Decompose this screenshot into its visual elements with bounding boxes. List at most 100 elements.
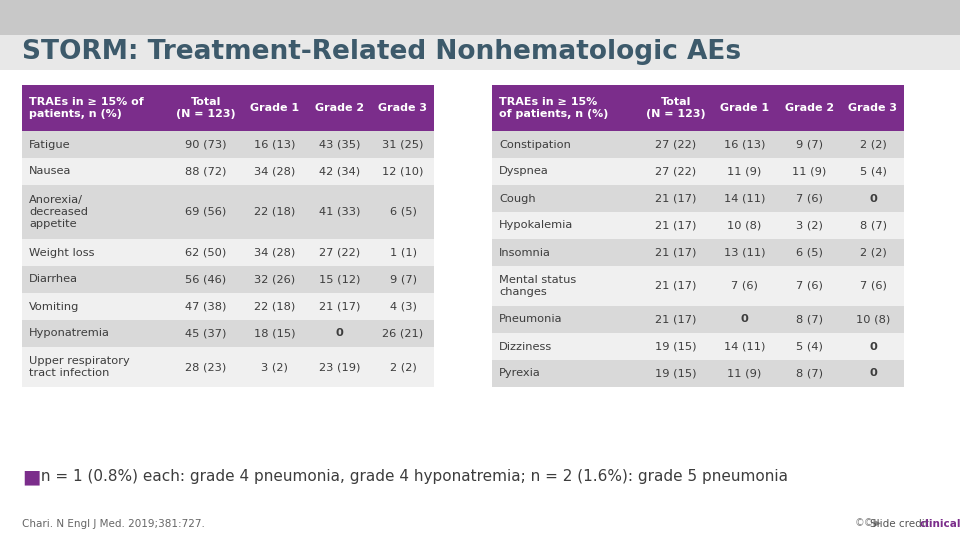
- Text: 45 (37): 45 (37): [185, 328, 227, 339]
- Text: Slide credit:: Slide credit:: [870, 519, 936, 529]
- Text: STORM: Treatment-Related Nonhematologic AEs: STORM: Treatment-Related Nonhematologic …: [22, 39, 741, 65]
- Text: Weight loss: Weight loss: [29, 247, 94, 258]
- Text: 43 (35): 43 (35): [319, 139, 360, 150]
- Text: 8 (7): 8 (7): [859, 220, 886, 231]
- Text: 7 (6): 7 (6): [732, 281, 758, 291]
- Text: 3 (2): 3 (2): [796, 220, 823, 231]
- Text: 21 (17): 21 (17): [656, 220, 697, 231]
- Bar: [492, 266, 904, 306]
- Text: 9 (7): 9 (7): [390, 274, 417, 285]
- Text: 32 (26): 32 (26): [254, 274, 295, 285]
- Text: 27 (22): 27 (22): [656, 166, 697, 177]
- Text: 10 (8): 10 (8): [728, 220, 761, 231]
- Text: Pneumonia: Pneumonia: [499, 314, 563, 325]
- Text: 41 (33): 41 (33): [319, 207, 360, 217]
- Text: Anorexia/
decreased
appetite: Anorexia/ decreased appetite: [29, 195, 88, 228]
- Text: Total
(N = 123): Total (N = 123): [646, 97, 706, 119]
- Text: Cough: Cough: [499, 193, 536, 204]
- Text: 22 (18): 22 (18): [253, 207, 295, 217]
- Bar: [492, 185, 904, 212]
- Text: 34 (28): 34 (28): [253, 166, 295, 177]
- Text: Grade 3: Grade 3: [849, 103, 898, 113]
- Bar: [22, 320, 434, 347]
- Text: ©©▶: ©©▶: [855, 519, 882, 529]
- Text: 34 (28): 34 (28): [253, 247, 295, 258]
- Text: 14 (11): 14 (11): [724, 193, 765, 204]
- Text: 16 (13): 16 (13): [724, 139, 765, 150]
- Bar: [22, 293, 434, 320]
- Text: 13 (11): 13 (11): [724, 247, 765, 258]
- Text: 7 (6): 7 (6): [796, 193, 823, 204]
- Text: 19 (15): 19 (15): [656, 341, 697, 352]
- Bar: [492, 360, 904, 387]
- Text: Dizziness: Dizziness: [499, 341, 552, 352]
- Text: Insomnia: Insomnia: [499, 247, 551, 258]
- Text: Nausea: Nausea: [29, 166, 71, 177]
- Bar: [492, 212, 904, 239]
- Text: Diarrhea: Diarrhea: [29, 274, 78, 285]
- Bar: [22, 185, 434, 239]
- Text: 0: 0: [869, 341, 876, 352]
- Text: 21 (17): 21 (17): [656, 193, 697, 204]
- Bar: [22, 85, 434, 131]
- Text: 5 (4): 5 (4): [796, 341, 823, 352]
- Text: 21 (17): 21 (17): [656, 281, 697, 291]
- Text: 31 (25): 31 (25): [382, 139, 423, 150]
- Text: Hyponatremia: Hyponatremia: [29, 328, 109, 339]
- Text: 56 (46): 56 (46): [185, 274, 227, 285]
- Text: clinicaloptions.com: clinicaloptions.com: [920, 519, 960, 529]
- Text: TRAEs in ≥ 15%
of patients, n (%): TRAEs in ≥ 15% of patients, n (%): [499, 97, 609, 119]
- Text: 4 (3): 4 (3): [390, 301, 417, 312]
- Text: 62 (50): 62 (50): [185, 247, 227, 258]
- Text: 27 (22): 27 (22): [319, 247, 360, 258]
- Bar: [492, 131, 904, 158]
- Bar: [492, 239, 904, 266]
- Text: 22 (18): 22 (18): [253, 301, 295, 312]
- Text: 21 (17): 21 (17): [656, 247, 697, 258]
- Bar: [22, 266, 434, 293]
- Text: 26 (21): 26 (21): [382, 328, 423, 339]
- Text: 18 (15): 18 (15): [253, 328, 296, 339]
- Bar: [22, 131, 434, 158]
- Text: 42 (34): 42 (34): [319, 166, 360, 177]
- Text: ■: ■: [22, 468, 40, 487]
- Text: 8 (7): 8 (7): [796, 314, 823, 325]
- Text: 9 (7): 9 (7): [796, 139, 823, 150]
- Text: Grade 2: Grade 2: [785, 103, 834, 113]
- Bar: [492, 306, 904, 333]
- Text: Total
(N = 123): Total (N = 123): [177, 97, 236, 119]
- Text: 15 (12): 15 (12): [319, 274, 360, 285]
- Text: 1 (1): 1 (1): [390, 247, 417, 258]
- Text: 0: 0: [740, 314, 749, 325]
- Text: Pyrexia: Pyrexia: [499, 368, 540, 379]
- Text: Grade 1: Grade 1: [250, 103, 300, 113]
- Text: 21 (17): 21 (17): [656, 314, 697, 325]
- Bar: [22, 347, 434, 387]
- Text: 2 (2): 2 (2): [859, 247, 886, 258]
- Text: Mental status
changes: Mental status changes: [499, 275, 576, 297]
- Text: 2 (2): 2 (2): [859, 139, 886, 150]
- Text: Dyspnea: Dyspnea: [499, 166, 549, 177]
- Text: 16 (13): 16 (13): [253, 139, 295, 150]
- Text: 10 (8): 10 (8): [856, 314, 890, 325]
- Text: 11 (9): 11 (9): [728, 166, 761, 177]
- Text: 0: 0: [336, 328, 344, 339]
- Text: 69 (56): 69 (56): [185, 207, 227, 217]
- Text: Grade 1: Grade 1: [720, 103, 769, 113]
- Text: 6 (5): 6 (5): [390, 207, 417, 217]
- Text: 5 (4): 5 (4): [859, 166, 886, 177]
- Text: Chari. N Engl J Med. 2019;381:727.: Chari. N Engl J Med. 2019;381:727.: [22, 519, 204, 529]
- Text: 88 (72): 88 (72): [185, 166, 227, 177]
- Bar: [492, 85, 904, 131]
- Text: 27 (22): 27 (22): [656, 139, 697, 150]
- Text: 12 (10): 12 (10): [382, 166, 423, 177]
- Text: 8 (7): 8 (7): [796, 368, 823, 379]
- Bar: [492, 158, 904, 185]
- Text: 11 (9): 11 (9): [728, 368, 761, 379]
- Bar: [0, 35, 960, 70]
- Text: 19 (15): 19 (15): [656, 368, 697, 379]
- Text: Hypokalemia: Hypokalemia: [499, 220, 573, 231]
- Text: 47 (38): 47 (38): [185, 301, 227, 312]
- Text: 23 (19): 23 (19): [319, 362, 360, 372]
- Text: 28 (23): 28 (23): [185, 362, 227, 372]
